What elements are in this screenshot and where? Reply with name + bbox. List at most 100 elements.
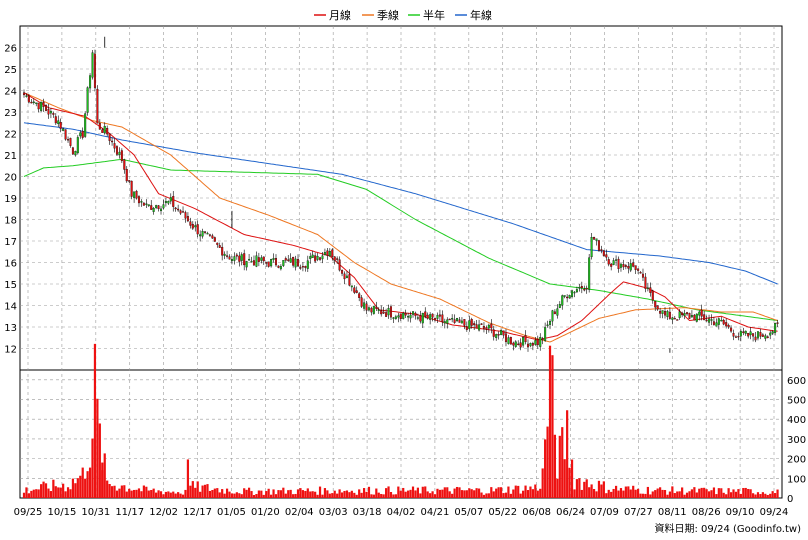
- volume-bar: [216, 488, 219, 498]
- candle-body: [274, 258, 278, 266]
- candle-body: [754, 336, 757, 341]
- volume-bar: [769, 493, 772, 498]
- date-tick-label: 03/18: [353, 507, 382, 518]
- candle-body: [436, 314, 439, 319]
- candle-body: [101, 129, 104, 133]
- candle-body: [392, 317, 395, 319]
- volume-bar: [512, 489, 515, 498]
- volume-bar: [688, 491, 691, 498]
- candle-body: [756, 331, 759, 339]
- volume-bar: [194, 487, 197, 498]
- candle-body: [776, 322, 779, 324]
- candle-body: [328, 251, 331, 257]
- date-tick-label: 05/07: [454, 507, 483, 518]
- volume-bar: [42, 481, 45, 498]
- volume-bar: [35, 489, 38, 498]
- candle-body: [414, 312, 417, 317]
- candle-body: [71, 147, 74, 155]
- candle-body: [695, 313, 698, 322]
- candle-body: [522, 336, 525, 346]
- volume-bar: [370, 494, 373, 498]
- price-tick-label: 14: [4, 302, 17, 313]
- candle-body: [162, 204, 165, 209]
- volume-bar: [766, 494, 769, 498]
- volume-bar: [86, 471, 89, 498]
- date-tick-label: 03/03: [319, 507, 348, 518]
- candle-body: [363, 302, 366, 309]
- volume-bar: [375, 488, 378, 498]
- volume-bar: [284, 493, 287, 498]
- volume-bar: [296, 489, 300, 498]
- volume-bar: [536, 490, 539, 498]
- candle-body: [375, 306, 378, 309]
- volume-bar: [695, 492, 698, 498]
- candle-body: [734, 336, 737, 338]
- candle-body: [690, 315, 693, 318]
- candle-body: [145, 203, 148, 205]
- candle-body: [568, 294, 571, 299]
- volume-bar: [252, 495, 256, 498]
- volume-bar: [309, 491, 312, 498]
- volume-bar: [619, 488, 623, 498]
- candle-body: [478, 324, 481, 331]
- price-tick-label: 26: [4, 44, 17, 55]
- candle-body: [759, 332, 762, 337]
- volume-bar: [37, 489, 40, 498]
- candle-body: [632, 262, 635, 267]
- candle-body: [722, 319, 725, 325]
- volume-bar: [563, 459, 566, 498]
- volume-bar: [771, 491, 774, 498]
- volume-bar: [392, 494, 395, 498]
- volume-bar: [270, 494, 273, 498]
- candle-body: [473, 323, 476, 326]
- volume-bar: [492, 491, 495, 498]
- candle-body: [35, 102, 38, 104]
- candle-body: [512, 342, 515, 346]
- candle-body: [184, 212, 187, 219]
- volume-bar: [57, 487, 60, 498]
- volume-tick-label: 400: [787, 415, 806, 426]
- volume-bar: [162, 494, 165, 498]
- candle-body: [155, 205, 158, 208]
- candle-body: [693, 314, 696, 321]
- legend-half-label: 半年: [423, 8, 445, 22]
- volume-bar: [703, 487, 706, 498]
- volume-bar: [71, 478, 75, 498]
- candle-body: [338, 259, 341, 271]
- candle-body: [556, 308, 559, 316]
- volume-bar: [534, 484, 537, 498]
- candle-body: [764, 335, 767, 339]
- candle-body: [509, 336, 512, 345]
- candle-body: [429, 314, 432, 320]
- candle-body: [389, 306, 392, 318]
- volume-bar: [294, 493, 297, 498]
- volume-bar: [331, 493, 334, 498]
- volume-bar: [455, 486, 459, 498]
- candle-body: [412, 311, 415, 315]
- candle-body: [720, 319, 723, 322]
- candle-body: [747, 332, 750, 337]
- candle-body: [287, 259, 290, 261]
- candle-body: [492, 329, 495, 337]
- candle-body: [49, 110, 52, 114]
- volume-bar: [265, 491, 268, 498]
- candle-body: [37, 102, 40, 110]
- volume-bar: [465, 490, 468, 498]
- candle-body: [397, 315, 400, 318]
- candle-body: [331, 249, 334, 257]
- volume-bar: [238, 493, 241, 498]
- volume-bar: [118, 488, 121, 498]
- volume-bar: [110, 486, 114, 498]
- price-tick-label: 16: [4, 259, 17, 270]
- volume-bar: [199, 491, 202, 498]
- candle-body: [497, 334, 500, 336]
- volume-bar: [155, 492, 158, 498]
- volume-bar: [191, 481, 194, 498]
- volume-bar: [468, 488, 471, 498]
- candle-body: [191, 223, 194, 229]
- volume-bar: [355, 494, 358, 498]
- candle-body: [627, 265, 630, 269]
- volume-bar: [654, 490, 657, 498]
- candle-body: [641, 273, 644, 278]
- candle-body: [40, 101, 43, 111]
